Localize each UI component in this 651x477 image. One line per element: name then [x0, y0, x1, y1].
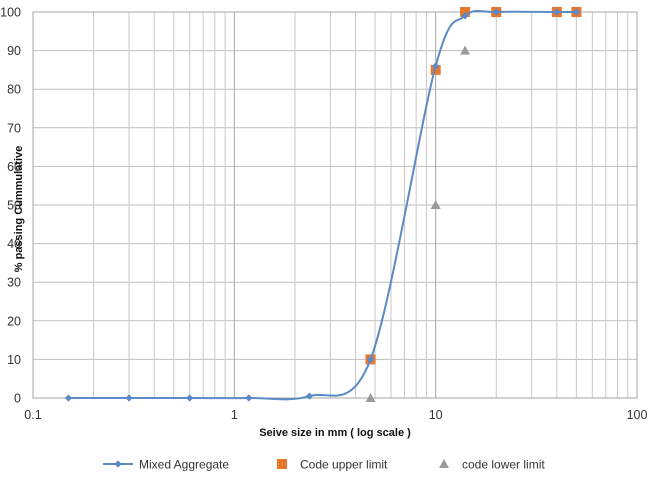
legend-label: code lower limit — [462, 458, 545, 472]
data-point — [305, 392, 314, 400]
data-point — [432, 62, 440, 70]
y-gridlines — [33, 11, 637, 399]
x-axis-title: Seive size in mm ( log scale ) — [259, 427, 411, 439]
legend-marker — [439, 459, 449, 468]
y-tick-label: 10 — [7, 353, 21, 367]
series-0 — [64, 8, 580, 402]
y-tick-label: 100 — [0, 6, 21, 20]
legend: Mixed Aggregate Code upper limit code lowe… — [103, 458, 545, 472]
y-tick-label: 50 — [7, 199, 21, 213]
x-tick-label: 10 — [429, 408, 443, 422]
x-tick-label: 100 — [627, 408, 648, 422]
y-axis-title: % passing Cummulative — [13, 146, 25, 273]
legend-entry: Code upper limit — [277, 458, 388, 472]
data-point — [460, 7, 471, 17]
data-point — [430, 200, 441, 209]
y-tick-label: 40 — [7, 237, 21, 251]
y-tick-labels: 0 10 20 30 40 50 60 70 80 90 100 — [0, 6, 21, 406]
x-tick-labels: 0.1 1 10 100 — [24, 408, 647, 422]
data-point — [553, 8, 561, 16]
data-point — [186, 394, 194, 402]
legend-entry: Mixed Aggregate — [103, 458, 229, 472]
legend-label: Code upper limit — [300, 458, 388, 472]
x-tick-label: 1 — [231, 408, 238, 422]
data-point — [492, 8, 500, 16]
data-point — [64, 394, 73, 402]
data-point — [572, 8, 580, 16]
plot-area-frame — [32, 11, 638, 399]
legend-marker — [114, 460, 122, 468]
y-tick-label: 60 — [7, 160, 21, 174]
y-tick-label: 30 — [7, 276, 21, 290]
y-tick-label: 70 — [7, 121, 21, 135]
data-point — [461, 12, 469, 20]
data-point — [365, 393, 376, 402]
legend-marker — [277, 459, 287, 469]
legend-entry: code lower limit — [439, 458, 545, 472]
data-point — [125, 394, 133, 402]
x-tick-label: 0.1 — [24, 408, 41, 422]
data-point — [460, 45, 471, 55]
y-tick-label: 0 — [14, 392, 21, 406]
y-tick-label: 80 — [7, 83, 21, 97]
series-layer — [64, 7, 582, 402]
data-point — [245, 394, 253, 402]
y-tick-label: 20 — [7, 314, 21, 328]
series-1 — [365, 7, 582, 365]
data-point — [366, 355, 375, 363]
legend-label: Mixed Aggregate — [139, 458, 229, 472]
y-tick-label: 90 — [7, 44, 21, 58]
